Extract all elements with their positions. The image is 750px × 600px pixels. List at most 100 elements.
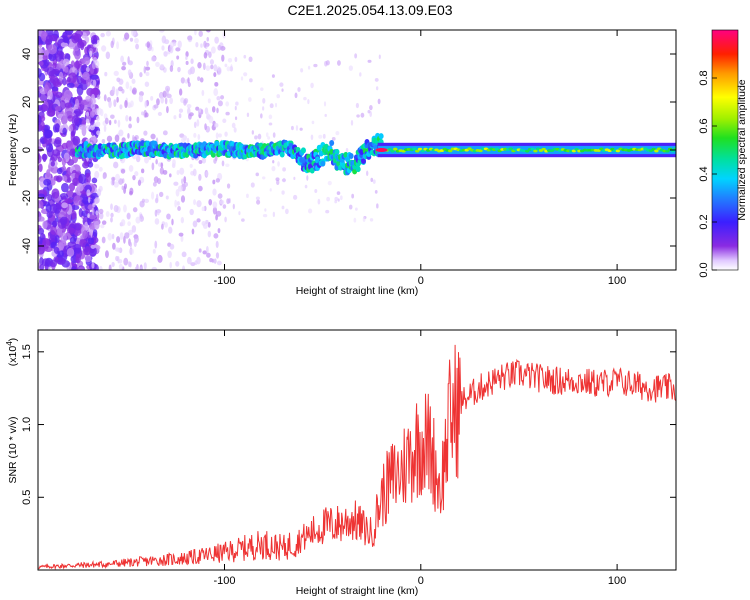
spec-cell [121, 178, 125, 184]
spec-cell [219, 199, 225, 205]
spec-cell [139, 72, 143, 78]
spectrogram-panel: -100 0 100 -40 -20 0 20 40 Height of straight … [7, 29, 677, 297]
spec-cell [227, 58, 233, 63]
spec-cell [217, 228, 221, 234]
spec-cell [256, 199, 261, 205]
spec-cell [41, 258, 51, 267]
spec-cell [206, 252, 211, 258]
spec-cell [248, 56, 253, 63]
spec-cell [72, 177, 80, 187]
spec-cell [108, 119, 112, 126]
spec-cell [177, 66, 181, 73]
spec-cell [215, 240, 219, 249]
spec-cell [355, 207, 358, 211]
spec-cell [213, 72, 217, 78]
spec-cell [101, 45, 107, 52]
spec-cell [387, 147, 392, 151]
spec-cell [207, 221, 211, 228]
spec-cell [157, 111, 163, 116]
colorbar-tick-label: 0.2 [698, 214, 710, 229]
spec-cell [121, 137, 126, 143]
spec-cell [268, 122, 273, 126]
spec-cell [93, 43, 99, 48]
spec-cell [213, 233, 219, 239]
y-tick-label: -20 [21, 190, 33, 206]
spec-cell [314, 189, 318, 194]
spec-cell [164, 39, 170, 45]
spec-cell [42, 153, 47, 163]
spec-cell [127, 132, 130, 139]
spec-cell [217, 100, 223, 107]
spec-cell [222, 204, 227, 209]
spec-cell [293, 176, 296, 180]
spec-cell [91, 207, 95, 216]
spec-cell [202, 250, 208, 255]
spec-cell [251, 130, 254, 135]
spec-cell [291, 125, 294, 131]
spec-cell [57, 156, 63, 163]
spec-cell [116, 77, 121, 83]
spec-cell [94, 196, 100, 204]
spec-cell [234, 105, 237, 111]
spec-cell [215, 210, 222, 217]
spec-cell [116, 96, 119, 103]
spec-cell [194, 30, 197, 36]
spec-cell [355, 166, 361, 173]
spec-cell [200, 109, 204, 115]
spec-cell [235, 101, 239, 106]
spec-cell [96, 39, 100, 47]
spec-cell [163, 51, 168, 57]
spec-cell [205, 65, 211, 72]
spec-cell [420, 149, 425, 153]
spec-cell [226, 183, 231, 189]
spec-cell [248, 97, 252, 102]
colorbar-tick-label: 0.8 [698, 70, 710, 85]
spec-cell [110, 212, 114, 218]
spec-cell [144, 81, 150, 87]
spec-cell [190, 262, 196, 267]
spec-cell [107, 233, 113, 241]
spec-cell [197, 76, 201, 81]
spec-cell [82, 196, 90, 205]
spec-cell [299, 127, 303, 131]
spec-cell [230, 64, 233, 70]
spec-cell [249, 78, 253, 83]
spec-cell [246, 112, 250, 118]
spec-cell [114, 119, 117, 124]
spec-cell [113, 70, 119, 77]
spec-cell [188, 113, 192, 120]
spec-cell [186, 104, 192, 109]
spec-cell [157, 177, 162, 185]
spec-cell [96, 188, 102, 197]
spec-cell [78, 124, 87, 130]
spec-cell [38, 243, 45, 255]
y-tick-label: -40 [21, 238, 33, 254]
spec-cell [124, 32, 130, 40]
spec-cell [118, 129, 124, 137]
spec-cell [47, 193, 53, 202]
spec-cell [74, 49, 81, 60]
spec-cell [225, 163, 230, 168]
spec-cell [91, 93, 95, 101]
spec-cell [166, 105, 169, 114]
spec-cell [96, 130, 101, 136]
x-tick-label: -100 [213, 575, 235, 587]
spec-cell [271, 166, 276, 172]
spec-cell [137, 179, 142, 186]
spec-cell [336, 191, 341, 195]
spec-cell [111, 233, 115, 240]
spec-cell [360, 112, 365, 118]
y-tick-label: 20 [21, 96, 33, 108]
spec-cell [220, 46, 226, 51]
colorbar-tick-label: 0.0 [698, 262, 710, 277]
spec-cell [226, 66, 231, 72]
spec-cell [150, 95, 154, 101]
spec-cell [340, 195, 343, 201]
spec-cell [166, 213, 171, 220]
spec-cell [47, 89, 53, 100]
spec-cell [199, 77, 204, 83]
spec-cell [45, 30, 54, 37]
spec-cell [46, 211, 53, 219]
spec-cell [372, 179, 376, 184]
